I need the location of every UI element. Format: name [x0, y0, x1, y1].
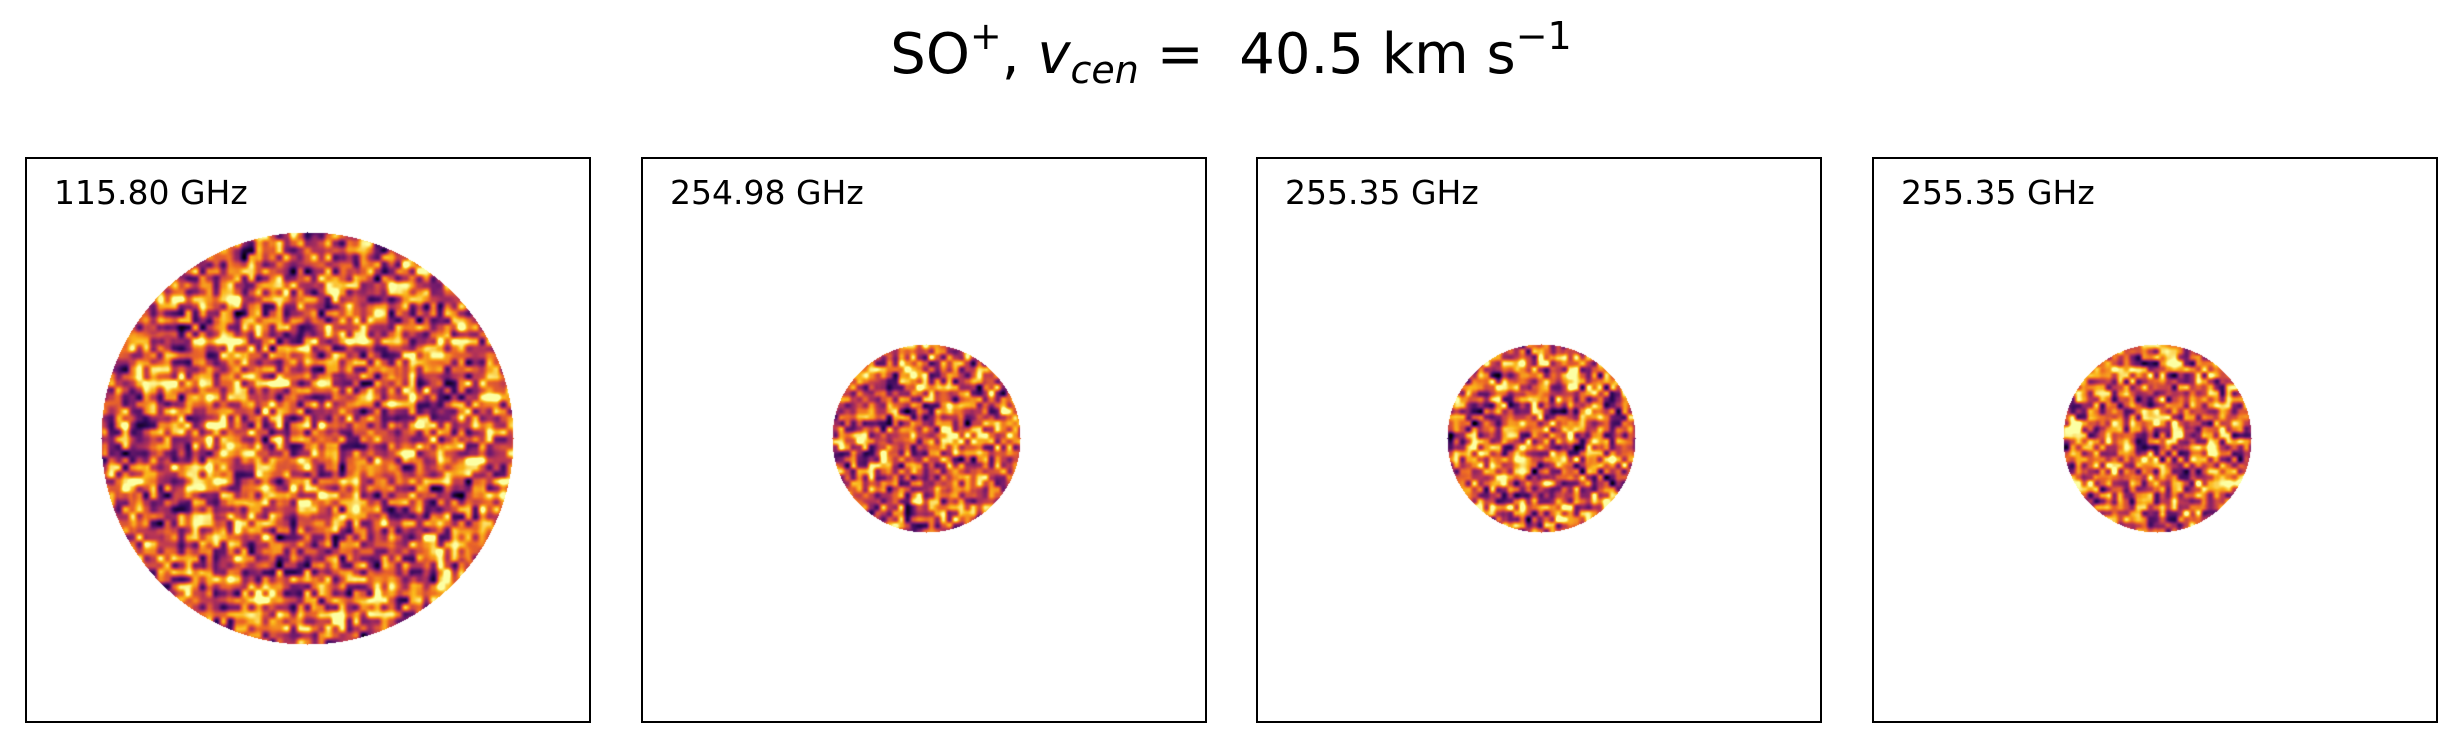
panel-3-frequency-label: 255.35 GHz — [1285, 173, 1479, 212]
noise-map-4 — [1874, 159, 2436, 721]
title-separator: , — [1001, 22, 1020, 87]
panel-4: 255.35 GHz — [1872, 157, 2438, 723]
title-unit: km s — [1381, 22, 1516, 87]
title-velocity-subscript: cen — [1070, 48, 1139, 92]
title-unit-exponent: −1 — [1515, 14, 1572, 58]
panel-3: 255.35 GHz — [1256, 157, 1822, 723]
title-species: SO — [890, 22, 970, 87]
title-velocity-symbol: v — [1037, 22, 1071, 87]
panel-1: 115.80 GHz — [25, 157, 591, 723]
title-velocity-value: 40.5 — [1239, 22, 1364, 87]
title-species-charge: + — [969, 14, 1002, 58]
title-equals: = — [1156, 22, 1204, 87]
panel-2-frequency-label: 254.98 GHz — [670, 173, 864, 212]
noise-map-1 — [27, 159, 589, 721]
panel-1-frequency-label: 115.80 GHz — [54, 173, 248, 212]
panel-4-frequency-label: 255.35 GHz — [1901, 173, 2095, 212]
panel-2: 254.98 GHz — [641, 157, 1207, 723]
noise-map-3 — [1258, 159, 1820, 721]
figure-title: SO+, vcen = 40.5 km s−1 — [0, 17, 2462, 89]
noise-map-2 — [643, 159, 1205, 721]
